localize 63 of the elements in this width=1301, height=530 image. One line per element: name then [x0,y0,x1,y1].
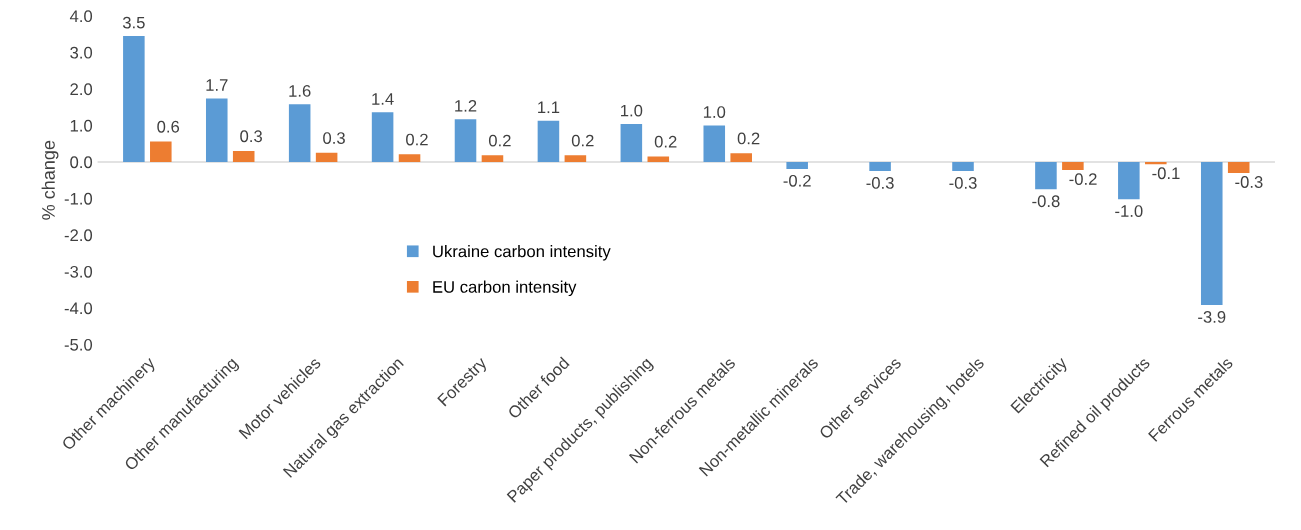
bar [398,154,421,162]
bar [1062,161,1084,170]
y-tick-label: 4.0 [69,10,93,23]
data-label: 0.2 [571,134,594,147]
data-label: -1.0 [1115,205,1143,217]
y-tick-label: 0.0 [70,156,93,169]
data-label: 1.0 [703,106,726,118]
data-label: 1.6 [289,84,311,97]
y-tick-label: -3.0 [64,265,93,278]
bar [1118,161,1140,200]
data-label: -0.3 [1235,176,1263,188]
bar [730,153,752,162]
bar [205,98,228,162]
bar [1227,161,1250,173]
data-label: 3.5 [122,16,145,29]
legend-label: EU carbon intensity [433,280,577,297]
y-tick-label: -2.0 [64,229,93,242]
data-label: 1.0 [621,104,643,117]
bar [952,161,974,172]
y-tick-label: -5.0 [64,338,93,351]
y-tick-label: -4.0 [64,302,93,315]
bar [232,150,255,162]
y-tick-label: -1.0 [64,192,93,205]
bar [123,35,145,162]
data-label: 0.3 [323,132,345,144]
y-tick-label: 3.0 [70,46,93,59]
y-tick-label: 2.0 [70,83,93,96]
data-label: -0.2 [1069,173,1097,185]
bar [869,161,891,172]
bar [371,112,394,162]
bar [647,156,670,162]
data-label: -0.3 [949,177,977,189]
data-label: -0.3 [866,177,894,189]
bar [150,141,172,162]
y-tick-label: 1.0 [70,119,93,132]
data-label: -0.8 [1032,195,1060,208]
data-label: 1.4 [372,93,394,105]
bar [1035,161,1057,190]
bar [288,104,311,162]
data-label: -0.2 [783,174,811,187]
data-label: -3.9 [1198,311,1226,323]
data-label: 0.2 [737,132,760,145]
data-label: 0.3 [240,130,262,143]
data-label: 0.2 [488,134,511,147]
y-axis-title: % change [41,140,59,220]
bar [620,123,643,162]
bar [1200,161,1223,306]
data-label: 1.7 [206,79,228,91]
data-label: -0.1 [1152,167,1180,180]
bar [564,155,587,162]
data-label: 0.2 [654,135,677,148]
bar [454,119,477,162]
legend-label: Ukraine carbon intensity [433,245,611,261]
data-label: 0.2 [406,133,428,146]
data-label: 1.2 [455,99,477,112]
bar [481,155,504,162]
bar [315,152,338,162]
data-label: 1.1 [538,101,560,114]
bar [537,120,560,162]
bar [1145,161,1167,165]
bar [703,125,726,162]
data-label: 0.6 [157,120,180,133]
bar [786,161,808,169]
